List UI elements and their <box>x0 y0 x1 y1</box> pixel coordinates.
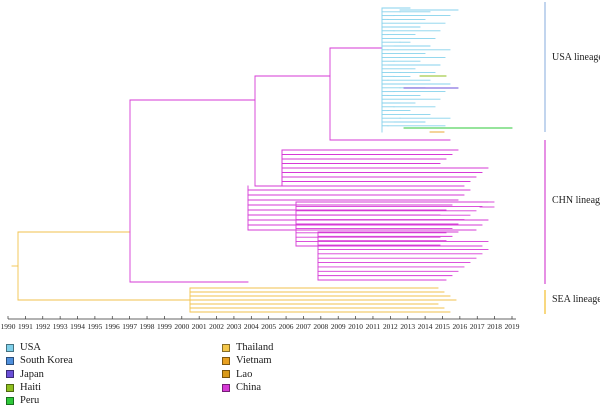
legend-item: USA <box>6 341 73 354</box>
x-tick-label: 2017 <box>470 322 485 331</box>
legend-label: Lao <box>236 368 253 380</box>
x-tick-label: 2008 <box>313 322 328 331</box>
x-tick-label: 2014 <box>418 322 433 331</box>
x-tick-label: 2002 <box>209 322 224 331</box>
x-tick-label: 2005 <box>261 322 276 331</box>
legend-swatch <box>222 370 230 379</box>
legend-swatch <box>6 356 14 365</box>
x-tick-label: 2007 <box>296 322 311 331</box>
x-tick-label: 2011 <box>366 322 381 331</box>
lineage-label: CHN lineage <box>552 195 600 206</box>
legend-swatch <box>6 383 14 392</box>
legend-swatch <box>222 383 230 392</box>
legend-swatch <box>6 370 14 379</box>
x-tick-label: 1994 <box>70 322 85 331</box>
legend-label: Japan <box>20 368 44 380</box>
legend-swatch <box>222 343 230 352</box>
legend-label: Peru <box>20 395 40 407</box>
x-tick-label: 1993 <box>53 322 68 331</box>
x-tick-label: 1997 <box>122 322 137 331</box>
legend-label: Thailand <box>236 342 274 354</box>
lineage-label: SEA lineage <box>552 294 600 305</box>
x-tick-label: 1990 <box>1 322 16 331</box>
x-tick-label: 2006 <box>279 322 294 331</box>
legend-label: Vietnam <box>236 355 272 367</box>
legend-label: USA <box>20 342 42 354</box>
legend-item: South Korea <box>6 354 73 367</box>
lineage-labels: USA lineage CHN lineage SEA lineage <box>552 52 600 305</box>
lineage-label: USA lineage <box>552 52 600 63</box>
legend-item: Peru <box>6 394 73 407</box>
legend-column-1: USA South Korea Japan Haiti Peru <box>6 341 73 407</box>
legend-item: China <box>222 381 273 394</box>
legend-column-2: Thailand Vietnam Lao China <box>222 341 273 394</box>
x-tick-label: 2010 <box>348 322 363 331</box>
x-tick-label: 2003 <box>227 322 242 331</box>
x-tick-label: 1992 <box>35 322 50 331</box>
x-tick-label: 2015 <box>435 322 450 331</box>
x-tick-label: 2012 <box>383 322 398 331</box>
legend-item: Japan <box>6 368 73 381</box>
x-tick-label: 2019 <box>505 322 520 331</box>
legend-swatch <box>6 396 14 405</box>
legend-label: China <box>236 382 262 394</box>
legend-item: Vietnam <box>222 354 273 367</box>
tree-branches <box>11 7 513 313</box>
x-tick-label: 2004 <box>244 322 259 331</box>
x-tick-label: 2000 <box>174 322 189 331</box>
legend-swatch <box>6 343 14 352</box>
x-tick-label: 2001 <box>192 322 207 331</box>
x-tick-label: 1996 <box>105 322 120 331</box>
x-tick-label: 1991 <box>18 322 33 331</box>
x-tick-label: 1998 <box>140 322 155 331</box>
legend-item: Lao <box>222 368 273 381</box>
legend-swatch <box>222 356 230 365</box>
legend-label: South Korea <box>20 355 73 367</box>
legend-item: Haiti <box>6 381 73 394</box>
x-tick-label: 2016 <box>452 322 467 331</box>
x-axis: 1990 1991 1992 1993 1994 1995 1996 1997 1998 1999… <box>1 316 520 331</box>
x-tick-label: 1999 <box>157 322 172 331</box>
x-tick-label: 1995 <box>88 322 103 331</box>
legend-item: Thailand <box>222 341 273 354</box>
x-tick-label: 2009 <box>331 322 346 331</box>
x-tick-label: 2013 <box>400 322 415 331</box>
legend-label: Haiti <box>20 382 41 394</box>
x-tick-label: 2018 <box>487 322 502 331</box>
